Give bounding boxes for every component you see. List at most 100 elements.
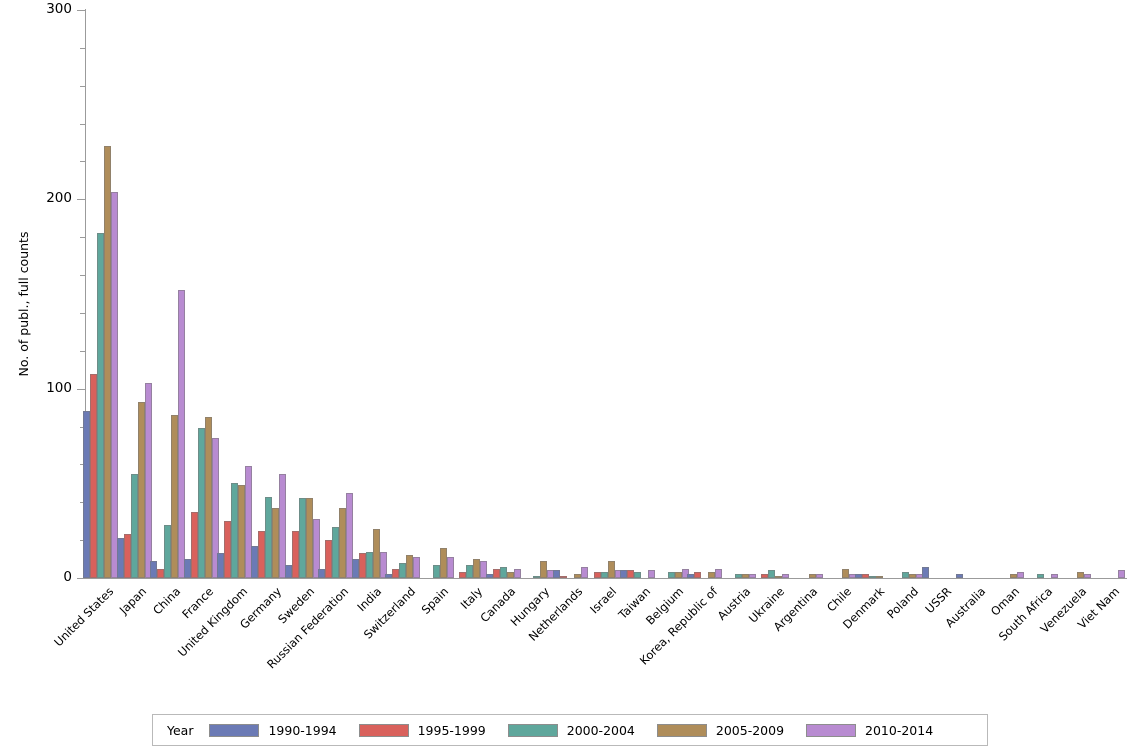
legend-entry[interactable]: 2000-2004: [507, 723, 635, 738]
bar[interactable]: [339, 507, 347, 578]
bar[interactable]: [97, 233, 105, 578]
bar[interactable]: [171, 415, 179, 578]
bar[interactable]: [775, 576, 783, 578]
bar[interactable]: [432, 564, 440, 578]
bar[interactable]: [734, 574, 742, 578]
bar[interactable]: [540, 560, 548, 578]
bar[interactable]: [284, 564, 292, 578]
bar[interactable]: [439, 547, 447, 578]
bar[interactable]: [761, 574, 769, 578]
bar[interactable]: [190, 511, 198, 578]
bar[interactable]: [372, 528, 380, 578]
bar[interactable]: [506, 572, 514, 578]
bar[interactable]: [123, 534, 131, 578]
bar[interactable]: [499, 566, 507, 578]
legend-entry[interactable]: 1990-1994: [209, 723, 337, 738]
bar[interactable]: [921, 566, 929, 578]
bar[interactable]: [318, 568, 326, 578]
bar[interactable]: [217, 553, 225, 578]
bar[interactable]: [1117, 570, 1125, 578]
legend-entry[interactable]: 2010-2014: [806, 723, 933, 738]
bar[interactable]: [492, 568, 500, 578]
bar[interactable]: [648, 570, 656, 578]
bar[interactable]: [291, 530, 299, 578]
bar[interactable]: [634, 572, 642, 578]
bar[interactable]: [211, 437, 219, 578]
bar[interactable]: [627, 570, 635, 578]
bar[interactable]: [137, 401, 145, 578]
bar[interactable]: [902, 572, 910, 578]
bar[interactable]: [204, 417, 212, 578]
bar[interactable]: [552, 570, 560, 578]
bar[interactable]: [667, 572, 675, 578]
bar[interactable]: [351, 559, 359, 578]
bar[interactable]: [694, 572, 702, 578]
bar[interactable]: [909, 574, 917, 578]
bar[interactable]: [580, 566, 588, 578]
bar[interactable]: [868, 576, 876, 578]
bar[interactable]: [399, 562, 407, 578]
bar[interactable]: [1017, 572, 1025, 578]
bar[interactable]: [513, 568, 521, 578]
bar[interactable]: [385, 574, 393, 578]
bar[interactable]: [157, 568, 165, 578]
bar[interactable]: [365, 551, 373, 578]
bar[interactable]: [687, 574, 695, 578]
bar[interactable]: [413, 557, 421, 578]
bar[interactable]: [90, 373, 98, 578]
bar[interactable]: [305, 498, 313, 578]
bar[interactable]: [875, 576, 883, 578]
bar[interactable]: [265, 496, 273, 578]
bar[interactable]: [808, 574, 816, 578]
bar[interactable]: [325, 540, 333, 578]
bar[interactable]: [466, 564, 474, 578]
bar[interactable]: [459, 572, 467, 578]
bar[interactable]: [1050, 574, 1058, 578]
bar[interactable]: [782, 574, 790, 578]
bar[interactable]: [955, 574, 963, 578]
legend-entry[interactable]: 2005-2009: [656, 723, 784, 738]
bar[interactable]: [150, 560, 158, 578]
bar[interactable]: [473, 559, 481, 578]
bar[interactable]: [1010, 574, 1018, 578]
bar[interactable]: [312, 519, 320, 578]
bar[interactable]: [768, 570, 776, 578]
bar[interactable]: [251, 545, 259, 578]
bar[interactable]: [815, 574, 823, 578]
bar[interactable]: [332, 526, 340, 578]
bar[interactable]: [480, 560, 488, 578]
bar[interactable]: [741, 574, 749, 578]
bar[interactable]: [164, 525, 172, 578]
bar[interactable]: [1084, 574, 1092, 578]
bar[interactable]: [83, 411, 91, 578]
bar[interactable]: [674, 572, 682, 578]
bar[interactable]: [573, 574, 581, 578]
bar[interactable]: [104, 146, 112, 578]
bar[interactable]: [861, 574, 869, 578]
bar[interactable]: [446, 557, 454, 578]
bar[interactable]: [1036, 574, 1044, 578]
bar[interactable]: [620, 570, 628, 578]
bar[interactable]: [358, 553, 366, 578]
bar[interactable]: [298, 498, 306, 578]
legend-entry[interactable]: 1995-1999: [358, 723, 486, 738]
bar[interactable]: [279, 473, 287, 578]
bar[interactable]: [231, 483, 239, 578]
bar[interactable]: [533, 576, 541, 578]
bar[interactable]: [258, 530, 266, 578]
bar[interactable]: [111, 191, 119, 578]
bar[interactable]: [238, 485, 246, 578]
bar[interactable]: [178, 290, 186, 578]
bar[interactable]: [715, 568, 723, 578]
bar[interactable]: [183, 559, 191, 578]
bar[interactable]: [406, 555, 414, 578]
bar[interactable]: [392, 568, 400, 578]
bar[interactable]: [607, 560, 615, 578]
bar[interactable]: [708, 572, 716, 578]
bar[interactable]: [245, 466, 253, 578]
bar[interactable]: [1077, 572, 1085, 578]
bar[interactable]: [593, 572, 601, 578]
bar[interactable]: [116, 538, 124, 578]
bar[interactable]: [224, 521, 232, 578]
bar[interactable]: [854, 574, 862, 578]
